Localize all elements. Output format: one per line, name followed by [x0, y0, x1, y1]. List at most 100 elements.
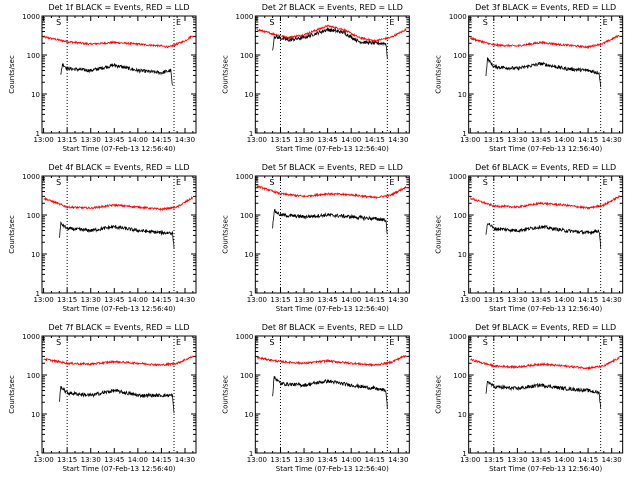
y-tick-label: 1: [249, 290, 253, 298]
x-tick-label: 14:30: [175, 296, 195, 304]
axes-frame: [41, 335, 197, 454]
x-axis-label: Start Time (07-Feb-13 12:56:40): [276, 465, 389, 473]
end-marker-label: E: [389, 178, 394, 187]
x-tick-label: 14:15: [578, 296, 598, 304]
lld-series-line: [43, 35, 194, 49]
y-axis-label: Counts/sec: [435, 215, 443, 254]
x-tick-label: 14:00: [341, 296, 361, 304]
y-tick-label: 1: [462, 290, 466, 298]
end-marker-label: E: [176, 178, 181, 187]
x-tick-label: 13:30: [81, 136, 101, 144]
x-tick-label: 14:15: [151, 296, 171, 304]
axes-frame: [254, 335, 410, 454]
start-marker-label: S: [56, 178, 61, 187]
x-tick-label: 13:45: [318, 296, 338, 304]
x-tick-label: 13:45: [104, 296, 124, 304]
y-tick-label: 10: [31, 91, 40, 99]
x-tick-label: 13:00: [33, 136, 53, 144]
y-tick-label: 100: [453, 52, 466, 60]
y-tick-label: 10: [458, 91, 467, 99]
y-tick-label: 100: [27, 212, 40, 220]
y-tick-label: 100: [240, 212, 253, 220]
detector-panel: Det 3f BLACK = Events, RED = LLD 1 10 100 10…: [435, 3, 624, 153]
y-tick-label: 1000: [22, 173, 40, 181]
axes-frame: [468, 335, 624, 454]
x-tick-label: 14:00: [554, 296, 574, 304]
y-tick-label: 1: [249, 450, 253, 458]
events-series-line: [58, 386, 175, 414]
detector-panel: Det 8f BLACK = Events, RED = LLD 1 10 100 10…: [221, 323, 410, 473]
lld-series-line: [469, 356, 620, 371]
x-axis-label: Start Time (07-Feb-13 12:56:40): [489, 305, 602, 313]
start-marker-label: S: [483, 178, 488, 187]
axes-frame: [468, 175, 624, 294]
lld-series-line: [256, 185, 407, 200]
x-axis-label: Start Time (07-Feb-13 12:56:40): [276, 145, 389, 153]
x-tick-label: 13:15: [484, 456, 504, 464]
x-tick-label: 14:30: [388, 456, 408, 464]
x-tick-label: 13:00: [33, 296, 53, 304]
start-marker-label: S: [269, 178, 274, 187]
y-tick-label: 1000: [22, 333, 40, 341]
events-series-line: [272, 27, 388, 59]
panel-title: Det 4f BLACK = Events, RED = LLD: [48, 163, 189, 172]
y-axis-label: Counts/sec: [221, 215, 229, 254]
axes-frame: [41, 175, 197, 294]
x-tick-label: 14:15: [151, 456, 171, 464]
x-tick-label: 14:00: [128, 296, 148, 304]
y-tick-label: 10: [244, 91, 253, 99]
x-tick-label: 14:00: [554, 456, 574, 464]
events-series-line: [485, 222, 602, 248]
x-axis-label: Start Time (07-Feb-13 12:56:40): [489, 145, 602, 153]
detector-panel: Det 7f BLACK = Events, RED = LLD 1 10 100 10…: [8, 323, 197, 473]
x-tick-label: 13:45: [318, 136, 338, 144]
x-tick-label: 13:45: [104, 456, 124, 464]
end-marker-label: E: [603, 338, 608, 347]
y-tick-label: 1000: [449, 173, 467, 181]
x-axis-label: Start Time (07-Feb-13 12:56:40): [62, 145, 175, 153]
events-series-line: [272, 208, 388, 235]
x-tick-label: 14:15: [578, 456, 598, 464]
panel-title: Det 7f BLACK = Events, RED = LLD: [48, 323, 189, 332]
panel-title: Det 3f BLACK = Events, RED = LLD: [475, 3, 616, 12]
x-tick-label: 13:30: [507, 296, 527, 304]
panel-title: Det 6f BLACK = Events, RED = LLD: [475, 163, 616, 172]
x-tick-label: 14:30: [602, 136, 622, 144]
x-tick-label: 14:00: [341, 456, 361, 464]
y-tick-label: 100: [240, 52, 253, 60]
end-marker-label: E: [389, 18, 394, 27]
axes-frame: [254, 175, 410, 294]
x-tick-label: 14:30: [388, 296, 408, 304]
panel-title: Det 8f BLACK = Events, RED = LLD: [262, 323, 403, 332]
y-tick-label: 1: [36, 450, 40, 458]
detector-panel: Det 6f BLACK = Events, RED = LLD 1 10 100 10…: [435, 163, 624, 313]
x-tick-label: 13:00: [460, 296, 480, 304]
x-tick-label: 13:45: [531, 136, 551, 144]
end-marker-label: E: [389, 338, 394, 347]
x-tick-label: 13:00: [247, 456, 267, 464]
x-tick-label: 13:15: [270, 296, 290, 304]
x-axis-label: Start Time (07-Feb-13 12:56:40): [62, 465, 175, 473]
x-tick-label: 14:15: [578, 136, 598, 144]
x-axis-label: Start Time (07-Feb-13 12:56:40): [62, 305, 175, 313]
panel-title: Det 2f BLACK = Events, RED = LLD: [262, 3, 403, 12]
x-tick-label: 13:00: [460, 136, 480, 144]
y-tick-label: 10: [31, 251, 40, 259]
x-tick-label: 13:45: [531, 296, 551, 304]
x-tick-label: 13:15: [57, 136, 77, 144]
y-tick-label: 1: [36, 290, 40, 298]
x-tick-label: 14:30: [388, 136, 408, 144]
y-tick-label: 100: [453, 372, 466, 380]
y-tick-label: 100: [27, 52, 40, 60]
x-tick-label: 13:30: [507, 136, 527, 144]
detector-panel: Det 9f BLACK = Events, RED = LLD 1 10 100 10…: [435, 323, 624, 473]
x-tick-label: 13:30: [294, 296, 314, 304]
x-tick-label: 13:30: [294, 136, 314, 144]
x-tick-label: 13:00: [33, 456, 53, 464]
detector-panel: Det 4f BLACK = Events, RED = LLD 1 10 100 10…: [8, 163, 197, 313]
detector-panel: Det 5f BLACK = Events, RED = LLD 1 10 100 10…: [221, 163, 410, 313]
y-tick-label: 1000: [22, 13, 40, 21]
x-axis-label: Start Time (07-Feb-13 12:56:40): [276, 305, 389, 313]
x-tick-label: 13:30: [507, 456, 527, 464]
